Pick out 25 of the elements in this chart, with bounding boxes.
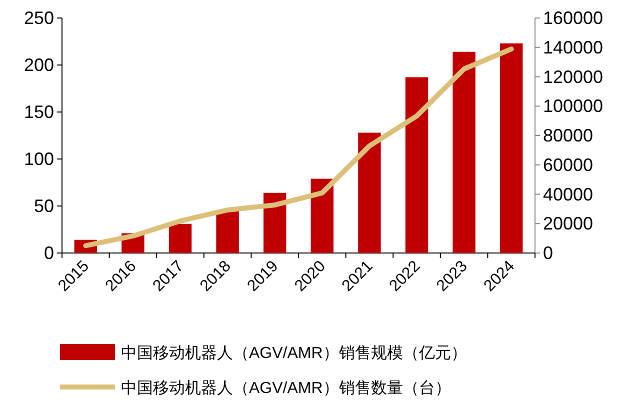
y-tick-label: 50 (34, 196, 54, 216)
bar (216, 210, 239, 253)
y2-tick-label: 80000 (543, 126, 594, 146)
y2-tick-label: 20000 (543, 214, 594, 234)
y2-tick-label: 160000 (543, 8, 604, 28)
y-tick-label: 100 (24, 149, 54, 169)
y-tick-label: 250 (24, 8, 54, 28)
bar (264, 192, 286, 253)
bar (358, 132, 381, 253)
y-tick-label: 200 (24, 55, 54, 75)
y-tick-label: 0 (44, 243, 54, 263)
y2-tick-label: 140000 (543, 37, 604, 58)
bar (168, 224, 192, 253)
bar (310, 178, 334, 253)
bar (405, 77, 428, 253)
bar (500, 43, 523, 253)
y2-tick-label: 0 (543, 243, 554, 263)
y-tick-label: 150 (24, 102, 54, 122)
y2-tick-label: 40000 (543, 184, 594, 204)
y2-tick-label: 60000 (543, 154, 594, 175)
bar (452, 52, 476, 253)
legend-label: 中国移动机器人（AGV/AMR）销售数量（台） (121, 379, 451, 397)
legend-label: 中国移动机器人（AGV/AMR）销售规模（亿元） (121, 344, 467, 362)
y2-tick-label: 120000 (543, 66, 604, 87)
y2-tick-label: 100000 (543, 96, 604, 116)
